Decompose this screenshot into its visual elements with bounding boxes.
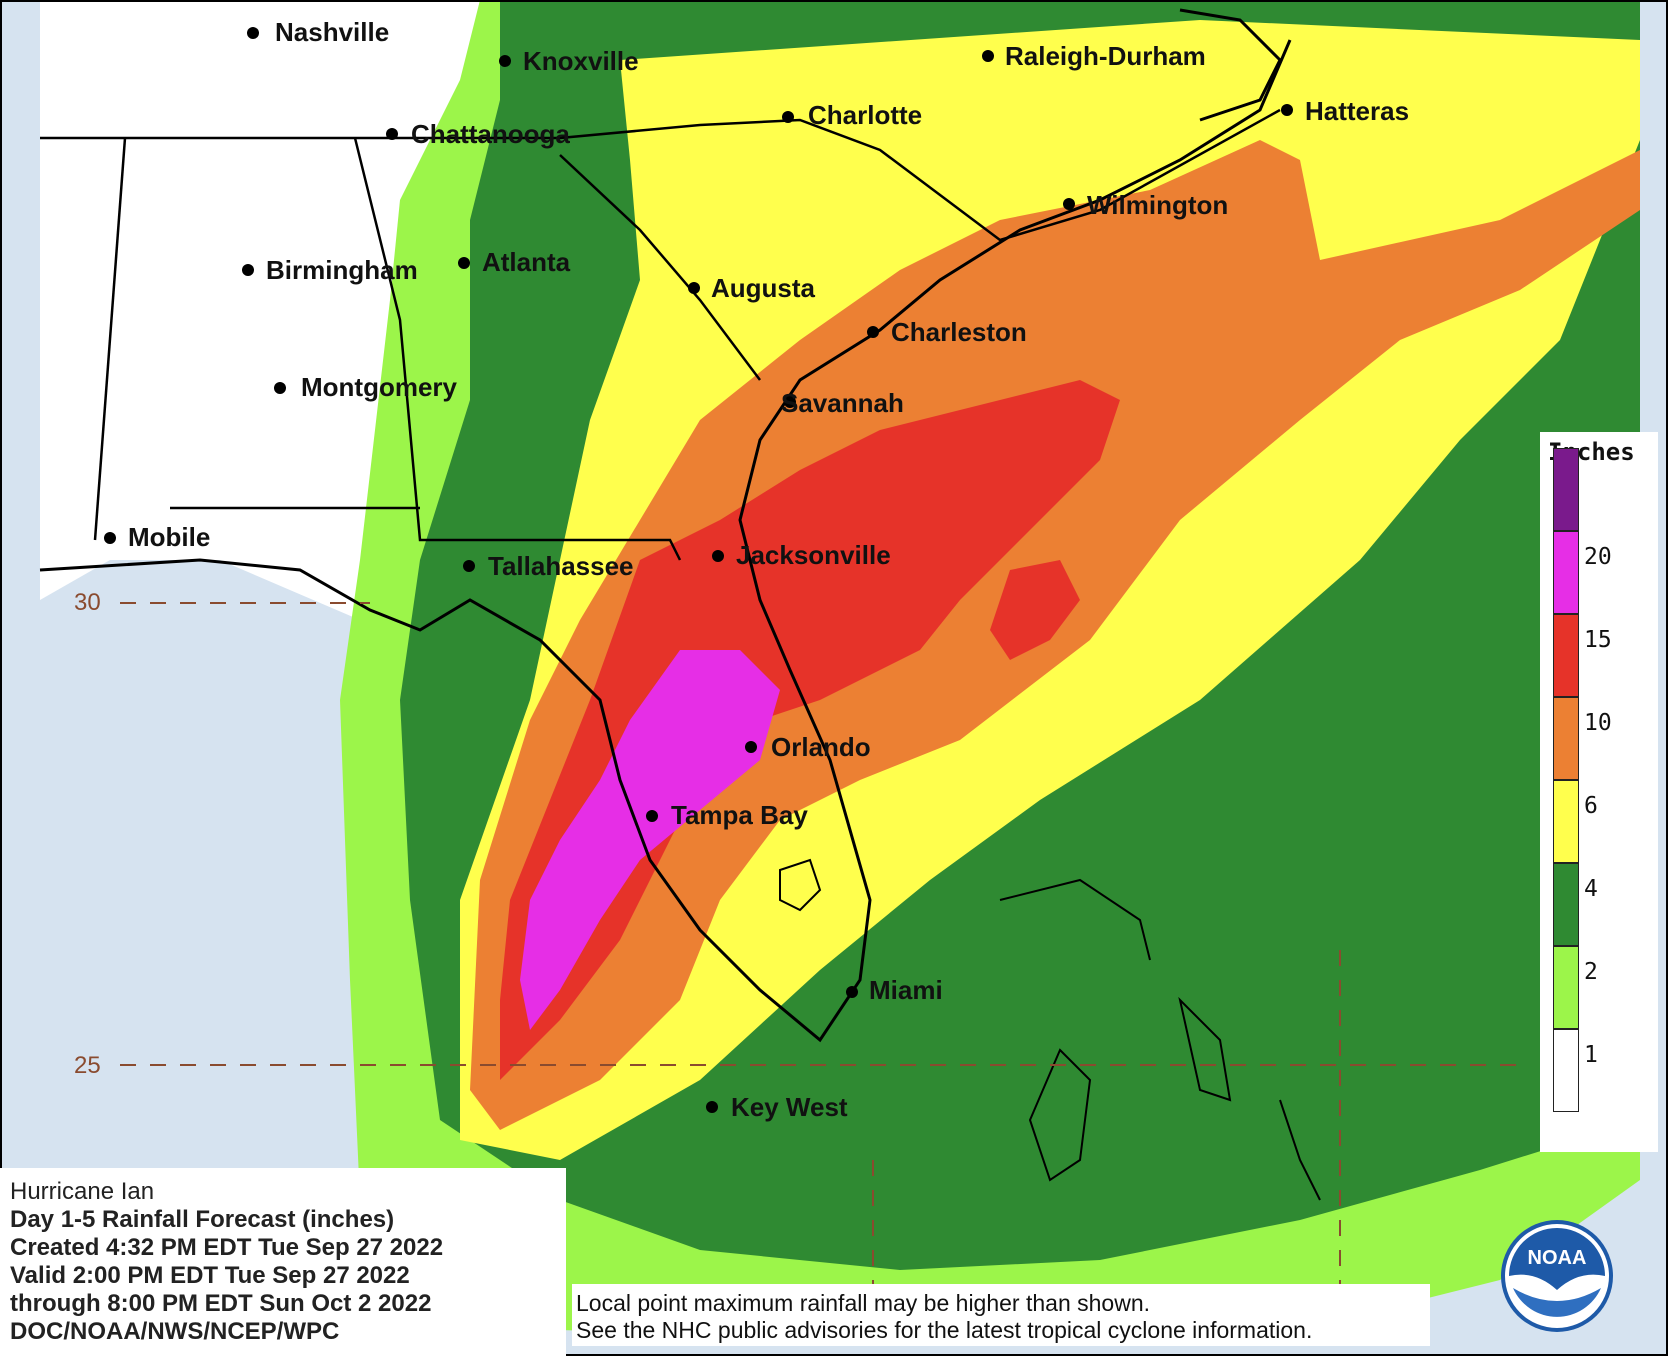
city-label-jacksonville: Jacksonville xyxy=(736,540,891,570)
legend-bin-5 xyxy=(1553,863,1579,946)
legend-tick-4: 4 xyxy=(1584,876,1598,902)
rain-10-15in-offshore xyxy=(990,560,1080,660)
city-label-chattanooga: Chattanooga xyxy=(411,119,570,149)
info-valid: Valid 2:00 PM EDT Tue Sep 27 2022 xyxy=(10,1262,410,1289)
noaa-logo: NOAA xyxy=(1501,1220,1613,1332)
rain-10-15in xyxy=(500,380,1120,1080)
info-through: through 8:00 PM EDT Sun Oct 2 2022 xyxy=(10,1290,432,1317)
forecast-info-box: Hurricane Ian Day 1-5 Rainfall Forecast … xyxy=(0,1168,566,1356)
latitude-label-30: 30 xyxy=(74,589,101,616)
city-label-knoxville: Knoxville xyxy=(523,46,639,76)
city-label-raleigh-durham: Raleigh-Durham xyxy=(1005,41,1206,71)
city-label-hatteras: Hatteras xyxy=(1305,96,1409,126)
city-label-wilmington: Wilmington xyxy=(1087,190,1228,220)
legend-bin-4 xyxy=(1553,780,1579,863)
city-label-savannah: Savannah xyxy=(781,388,904,418)
city-label-mobile: Mobile xyxy=(128,522,210,552)
info-created: Created 4:32 PM EDT Tue Sep 27 2022 xyxy=(10,1234,444,1261)
lake-okeechobee xyxy=(779,858,822,912)
city-label-tallahassee: Tallahassee xyxy=(488,551,634,581)
coastline xyxy=(39,8,1292,1043)
city-label-charleston: Charleston xyxy=(891,317,1027,347)
city-label-nashville: Nashville xyxy=(275,17,389,47)
city-label-birmingham: Birmingham xyxy=(266,255,418,285)
city-label-atlanta: Atlanta xyxy=(482,247,571,277)
legend-bin-0 xyxy=(1553,448,1579,531)
city-label-orlando: Orlando xyxy=(771,732,871,762)
city-markers xyxy=(104,27,1293,1113)
city-label-tampa-bay: Tampa Bay xyxy=(671,800,808,830)
legend-tick-15: 15 xyxy=(1584,627,1612,653)
legend-bin-7 xyxy=(1553,1029,1579,1112)
latitude-label-25: 25 xyxy=(74,1052,101,1079)
info-source: DOC/NOAA/NWS/NCEP/WPC xyxy=(10,1318,340,1345)
city-label-augusta: Augusta xyxy=(711,273,816,303)
info-title: Hurricane Ian xyxy=(10,1178,155,1205)
legend-tick-1: 1 xyxy=(1584,1042,1598,1068)
legend-tick-20: 20 xyxy=(1584,544,1612,570)
info-product: Day 1-5 Rainfall Forecast (inches) xyxy=(10,1206,395,1233)
notice-line-2: See the NHC public advisories for the la… xyxy=(576,1317,1313,1343)
state-boundaries xyxy=(40,108,1281,561)
legend-bin-6 xyxy=(1553,946,1579,1029)
rain-6-10in xyxy=(470,140,1640,1130)
legend-tick-10: 10 xyxy=(1584,710,1612,736)
legend-bin-3 xyxy=(1553,697,1579,780)
bahamas-islands xyxy=(999,878,1321,1201)
rain-15-20in xyxy=(520,650,780,1030)
city-label-miami: Miami xyxy=(869,975,943,1005)
city-label-key-west: Key West xyxy=(731,1092,848,1122)
notice-box: Local point maximum rainfall may be high… xyxy=(572,1284,1430,1346)
city-label-charlotte: Charlotte xyxy=(808,100,922,130)
legend-bin-2 xyxy=(1553,614,1579,697)
legend-bin-1 xyxy=(1553,531,1579,614)
rainfall-legend: Inches 20 15 10 6 4 2 1 xyxy=(1540,432,1658,1152)
city-label-montgomery: Montgomery xyxy=(301,372,458,402)
legend-tick-6: 6 xyxy=(1584,793,1598,819)
notice-line-1: Local point maximum rainfall may be high… xyxy=(576,1290,1151,1316)
noaa-logo-text: NOAA xyxy=(1528,1247,1587,1269)
legend-tick-2: 2 xyxy=(1584,959,1598,985)
latitude-lines xyxy=(120,602,1520,1300)
